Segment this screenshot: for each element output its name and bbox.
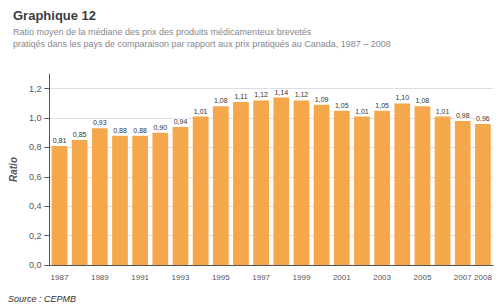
svg-text:Graphique 12: Graphique 12 (13, 8, 96, 23)
svg-text:0,2: 0,2 (29, 231, 42, 241)
svg-text:1,10: 1,10 (395, 94, 409, 101)
svg-text:1995: 1995 (212, 273, 230, 282)
svg-text:1997: 1997 (252, 273, 270, 282)
svg-text:1,09: 1,09 (315, 96, 329, 103)
svg-text:0,88: 0,88 (133, 127, 147, 134)
svg-text:2003: 2003 (373, 273, 391, 282)
svg-text:1,08: 1,08 (416, 97, 430, 104)
svg-text:1993: 1993 (172, 273, 190, 282)
svg-text:1987: 1987 (51, 273, 69, 282)
svg-text:0,85: 0,85 (73, 131, 87, 138)
svg-text:0,6: 0,6 (29, 172, 42, 182)
svg-text:0,96: 0,96 (476, 115, 490, 122)
svg-text:0,88: 0,88 (113, 127, 127, 134)
svg-text:0,4: 0,4 (29, 201, 42, 211)
svg-text:2008: 2008 (474, 273, 492, 282)
svg-text:0,8: 0,8 (29, 142, 42, 152)
svg-text:1,05: 1,05 (335, 102, 349, 109)
svg-text:2001: 2001 (333, 273, 351, 282)
svg-text:1,01: 1,01 (436, 108, 450, 115)
svg-text:1,2: 1,2 (29, 84, 42, 94)
svg-text:0,93: 0,93 (93, 119, 107, 126)
svg-text:1,05: 1,05 (375, 102, 389, 109)
svg-text:Ratio: Ratio (8, 157, 19, 182)
svg-text:1,0: 1,0 (29, 113, 42, 123)
svg-text:1999: 1999 (293, 273, 311, 282)
svg-text:2007: 2007 (454, 273, 472, 282)
svg-text:1,11: 1,11 (234, 93, 247, 100)
svg-text:0,81: 0,81 (53, 137, 67, 144)
svg-text:1,08: 1,08 (214, 97, 228, 104)
svg-text:2005: 2005 (414, 273, 432, 282)
svg-text:0,0: 0,0 (29, 260, 42, 270)
svg-text:pratiqés dans les pays de comp: pratiqés dans les pays de comparaison pa… (13, 39, 391, 49)
svg-text:0,90: 0,90 (153, 124, 167, 131)
svg-text:1,14: 1,14 (274, 89, 288, 96)
svg-text:1,01: 1,01 (194, 108, 208, 115)
svg-text:Source : CEPMB: Source : CEPMB (8, 294, 76, 304)
svg-text:1,12: 1,12 (295, 91, 309, 98)
svg-text:0,94: 0,94 (174, 118, 188, 125)
svg-text:Ratio moyen de la médiane des: Ratio moyen de la médiane des prix des p… (13, 27, 312, 37)
svg-text:0,98: 0,98 (456, 112, 470, 119)
svg-text:1991: 1991 (131, 273, 149, 282)
svg-text:1989: 1989 (91, 273, 109, 282)
svg-text:1,01: 1,01 (355, 108, 369, 115)
svg-text:1,12: 1,12 (254, 91, 268, 98)
